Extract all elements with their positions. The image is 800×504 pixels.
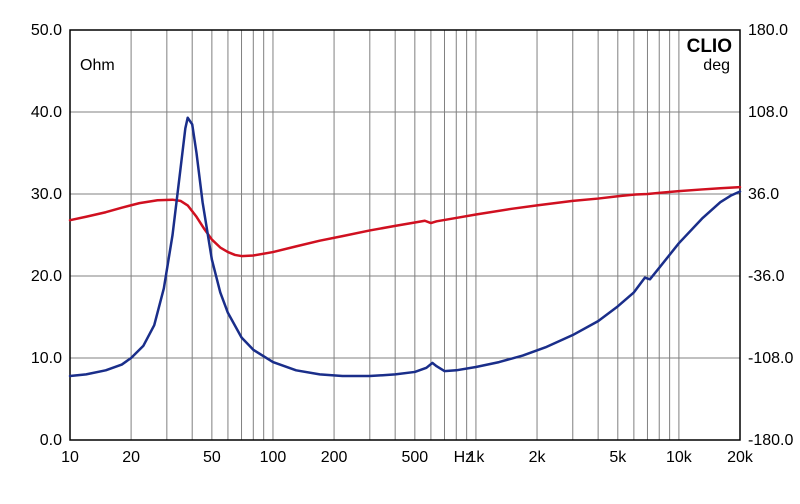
- x-tick: 10: [61, 449, 79, 466]
- x-tick: 10k: [666, 449, 693, 466]
- x-tick: 2k: [529, 449, 547, 466]
- x-tick: 200: [321, 449, 348, 466]
- x-axis-label: Hz: [454, 449, 474, 466]
- x-tick: 50: [203, 449, 221, 466]
- brand-label: CLIO: [687, 36, 732, 57]
- x-tick: 20: [122, 449, 140, 466]
- y-left-tick: 40.0: [31, 104, 62, 121]
- impedance-phase-chart: 0.0 10.0 20.0 30.0 40.0 50.0 Ohm -180.0 -108.0 -3…: [0, 0, 800, 504]
- y-left-tick: 30.0: [31, 186, 62, 203]
- y-left-label: Ohm: [80, 57, 115, 74]
- y-right-tick: -180.0: [748, 432, 793, 449]
- y-right-tick: -36.0: [748, 268, 785, 285]
- y-right-tick: 108.0: [748, 104, 788, 121]
- x-tick: 500: [401, 449, 428, 466]
- y-left-tick: 50.0: [31, 22, 62, 39]
- y-right-tick: -108.0: [748, 350, 793, 367]
- y-left-tick: 20.0: [31, 268, 62, 285]
- x-tick: 20k: [727, 449, 754, 466]
- y-left-tick: 10.0: [31, 350, 62, 367]
- y-right-tick: 180.0: [748, 22, 788, 39]
- y-left-tick: 0.0: [40, 432, 62, 449]
- y-right-label: deg: [703, 57, 730, 74]
- x-tick: 100: [260, 449, 287, 466]
- x-tick: 5k: [609, 449, 627, 466]
- y-right-tick: 36.0: [748, 186, 779, 203]
